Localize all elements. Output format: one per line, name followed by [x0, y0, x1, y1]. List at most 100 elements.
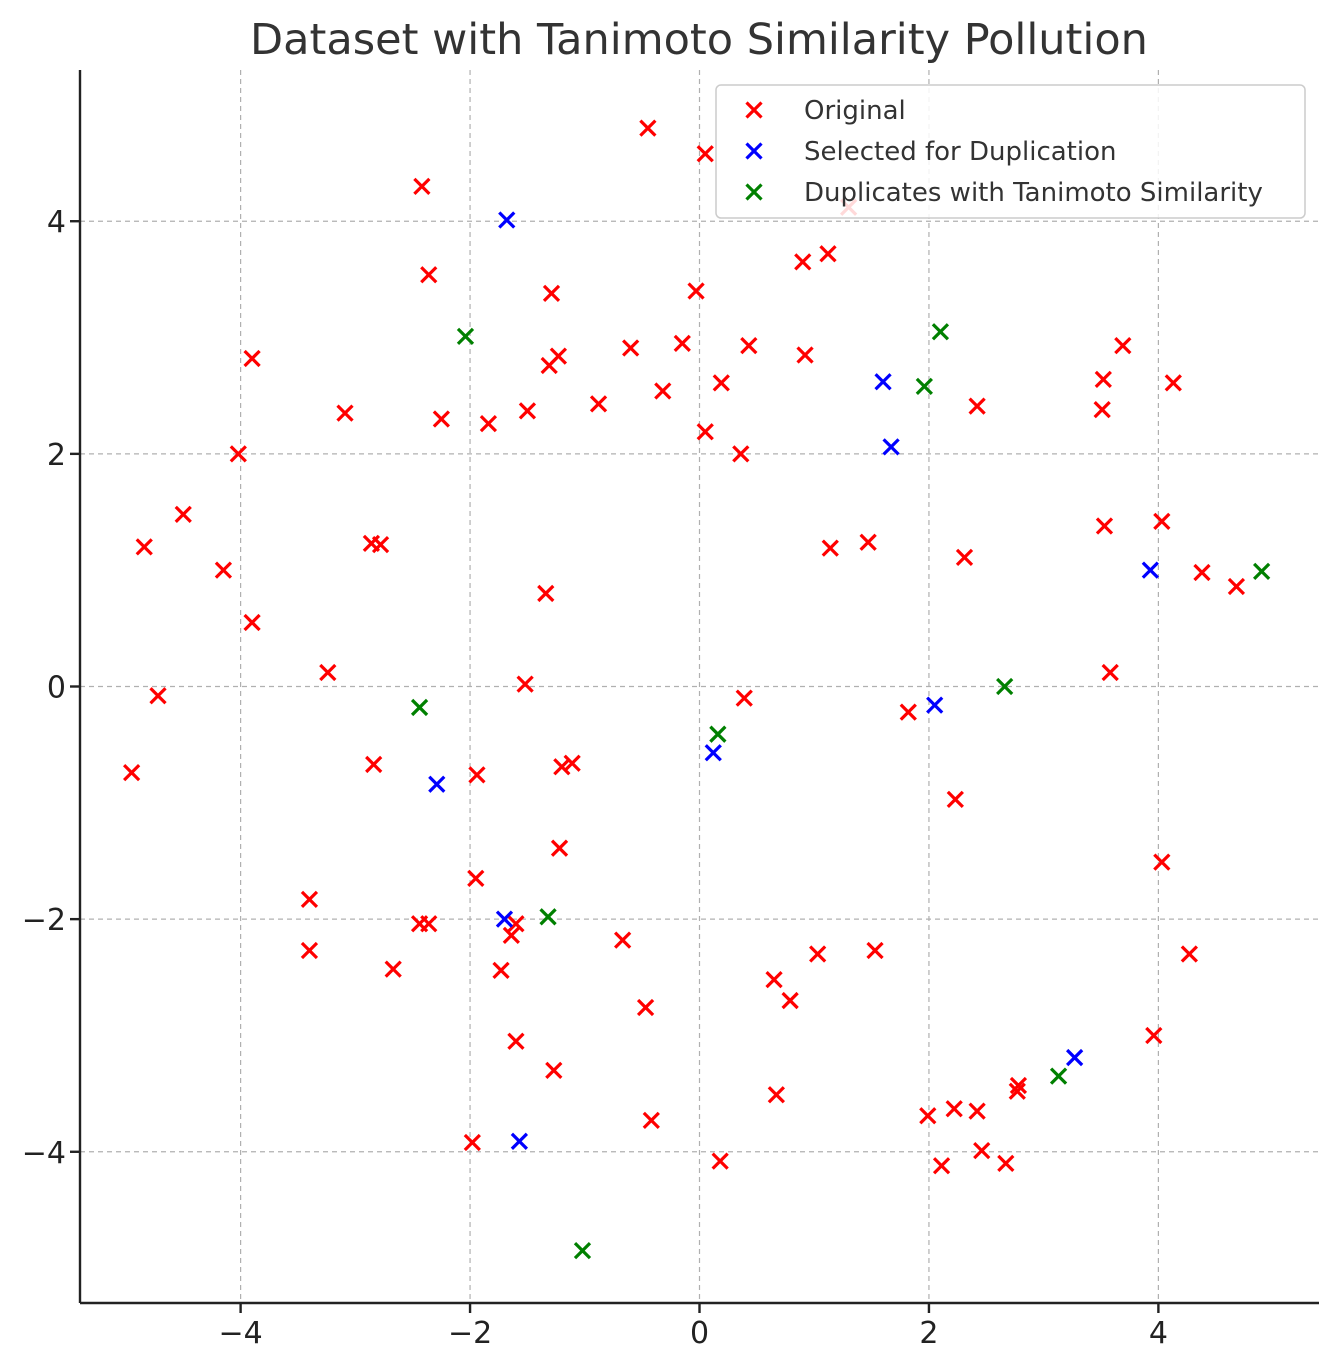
data-point-duplicates-with-tanimoto-similarity	[931, 323, 950, 341]
data-point-original	[673, 334, 691, 352]
data-point-original	[968, 1102, 986, 1120]
data-point-duplicates-with-tanimoto-similarity	[410, 698, 429, 717]
legend-marker	[745, 142, 763, 160]
data-point-original	[537, 584, 555, 603]
data-point-original	[1180, 945, 1198, 963]
data-point-original	[550, 839, 569, 857]
data-point-original	[336, 404, 354, 422]
legend-box	[715, 84, 1306, 219]
data-point-original	[174, 505, 192, 523]
data-point-selected-for-duplication	[495, 910, 514, 928]
data-point-original	[740, 337, 758, 355]
data-point-selected-for-duplication	[704, 744, 722, 762]
data-point-original	[365, 755, 383, 774]
data-point-original	[1145, 1026, 1163, 1045]
data-point-original	[135, 538, 153, 556]
data-point-selected-for-duplication	[1066, 1048, 1084, 1067]
data-point-original	[796, 346, 814, 364]
data-point-original	[732, 445, 750, 463]
data-point-original	[516, 675, 534, 693]
data-point-duplicates-with-tanimoto-similarity	[456, 327, 475, 346]
legend-marker	[745, 101, 763, 119]
data-point-original	[919, 1107, 937, 1125]
data-point-original	[420, 266, 438, 284]
x-tick-label: −4	[218, 1316, 262, 1351]
data-point-original	[781, 991, 799, 1010]
data-point-original	[642, 1111, 660, 1130]
data-point-original	[1227, 577, 1246, 596]
data-point-original	[553, 758, 571, 776]
data-point-original	[765, 970, 783, 989]
legend: Original Selected for Duplication Duplicat…	[715, 84, 1306, 219]
data-point-original	[542, 284, 561, 302]
data-point-original	[463, 1133, 481, 1152]
data-point-original	[821, 539, 839, 557]
data-point-original	[614, 931, 632, 949]
data-point-original	[371, 535, 390, 554]
data-point-original	[468, 766, 486, 784]
data-point-duplicates-with-tanimoto-similarity	[709, 725, 727, 743]
data-point-original	[866, 941, 884, 960]
data-point-original	[243, 349, 261, 368]
data-point-duplicates-with-tanimoto-similarity	[996, 677, 1014, 696]
data-point-original	[467, 869, 485, 888]
data-point-original	[712, 374, 730, 392]
data-point-selected-for-duplication	[874, 373, 892, 391]
data-point-original	[1114, 337, 1132, 355]
data-point-original	[300, 941, 319, 960]
x-tick-label: −2	[448, 1316, 492, 1351]
data-point-original	[384, 960, 402, 978]
axes: −4 −2 0 2 4 −4 −2 0 2 4	[22, 70, 1319, 1351]
data-point-original	[899, 703, 917, 721]
data-point-original	[859, 533, 877, 551]
data-point-original	[636, 998, 655, 1017]
data-point-original	[319, 663, 337, 682]
data-point-original	[696, 423, 714, 441]
data-point-original	[1153, 512, 1171, 530]
data-point-original	[1095, 517, 1114, 535]
data-point-original	[711, 1152, 729, 1170]
data-point-original	[1093, 401, 1111, 419]
data-point-original	[149, 687, 167, 705]
data-point-original	[549, 347, 568, 365]
data-point-original	[946, 790, 964, 808]
data-point-original	[300, 890, 319, 908]
data-point-original	[997, 1154, 1015, 1173]
y-tick-label: 4	[47, 205, 66, 240]
data-point-selected-for-duplication	[1141, 561, 1159, 579]
data-point-original	[1193, 563, 1211, 582]
data-point-original	[1009, 1076, 1028, 1095]
legend-label: Duplicates with Tanimoto Similarity	[804, 178, 1263, 208]
data-point-original	[968, 397, 986, 415]
data-point-original	[654, 382, 672, 400]
data-point-original	[479, 414, 498, 433]
data-point-original	[696, 145, 714, 163]
x-tick-label: 0	[690, 1316, 709, 1351]
y-tick-label: −2	[22, 903, 66, 938]
data-point-original	[413, 177, 431, 195]
data-point-original	[563, 754, 581, 772]
data-point-original	[518, 402, 537, 420]
y-tick-label: 2	[47, 438, 66, 473]
data-point-original	[622, 339, 640, 357]
data-point-duplicates-with-tanimoto-similarity	[573, 1242, 592, 1260]
data-point-original	[507, 1032, 525, 1050]
data-point-duplicates-with-tanimoto-similarity	[539, 908, 557, 926]
data-point-original	[545, 1061, 563, 1079]
data-point-selected-for-duplication	[498, 211, 516, 229]
data-point-duplicates-with-tanimoto-similarity	[1049, 1067, 1068, 1085]
data-point-original	[243, 613, 261, 632]
data-point-original	[492, 961, 510, 979]
data-point-original	[1101, 663, 1119, 682]
data-point-original	[502, 926, 520, 945]
data-point-original	[1094, 370, 1112, 389]
data-point-original	[1008, 1082, 1026, 1100]
data-point-duplicates-with-tanimoto-similarity	[1253, 562, 1271, 580]
data-point-original	[1153, 853, 1171, 871]
data-points	[122, 119, 1271, 1260]
legend-label: Original	[804, 96, 906, 126]
data-point-original	[687, 282, 705, 300]
legend-marker	[745, 183, 763, 201]
data-point-original	[639, 119, 657, 137]
data-point-original	[809, 945, 827, 963]
